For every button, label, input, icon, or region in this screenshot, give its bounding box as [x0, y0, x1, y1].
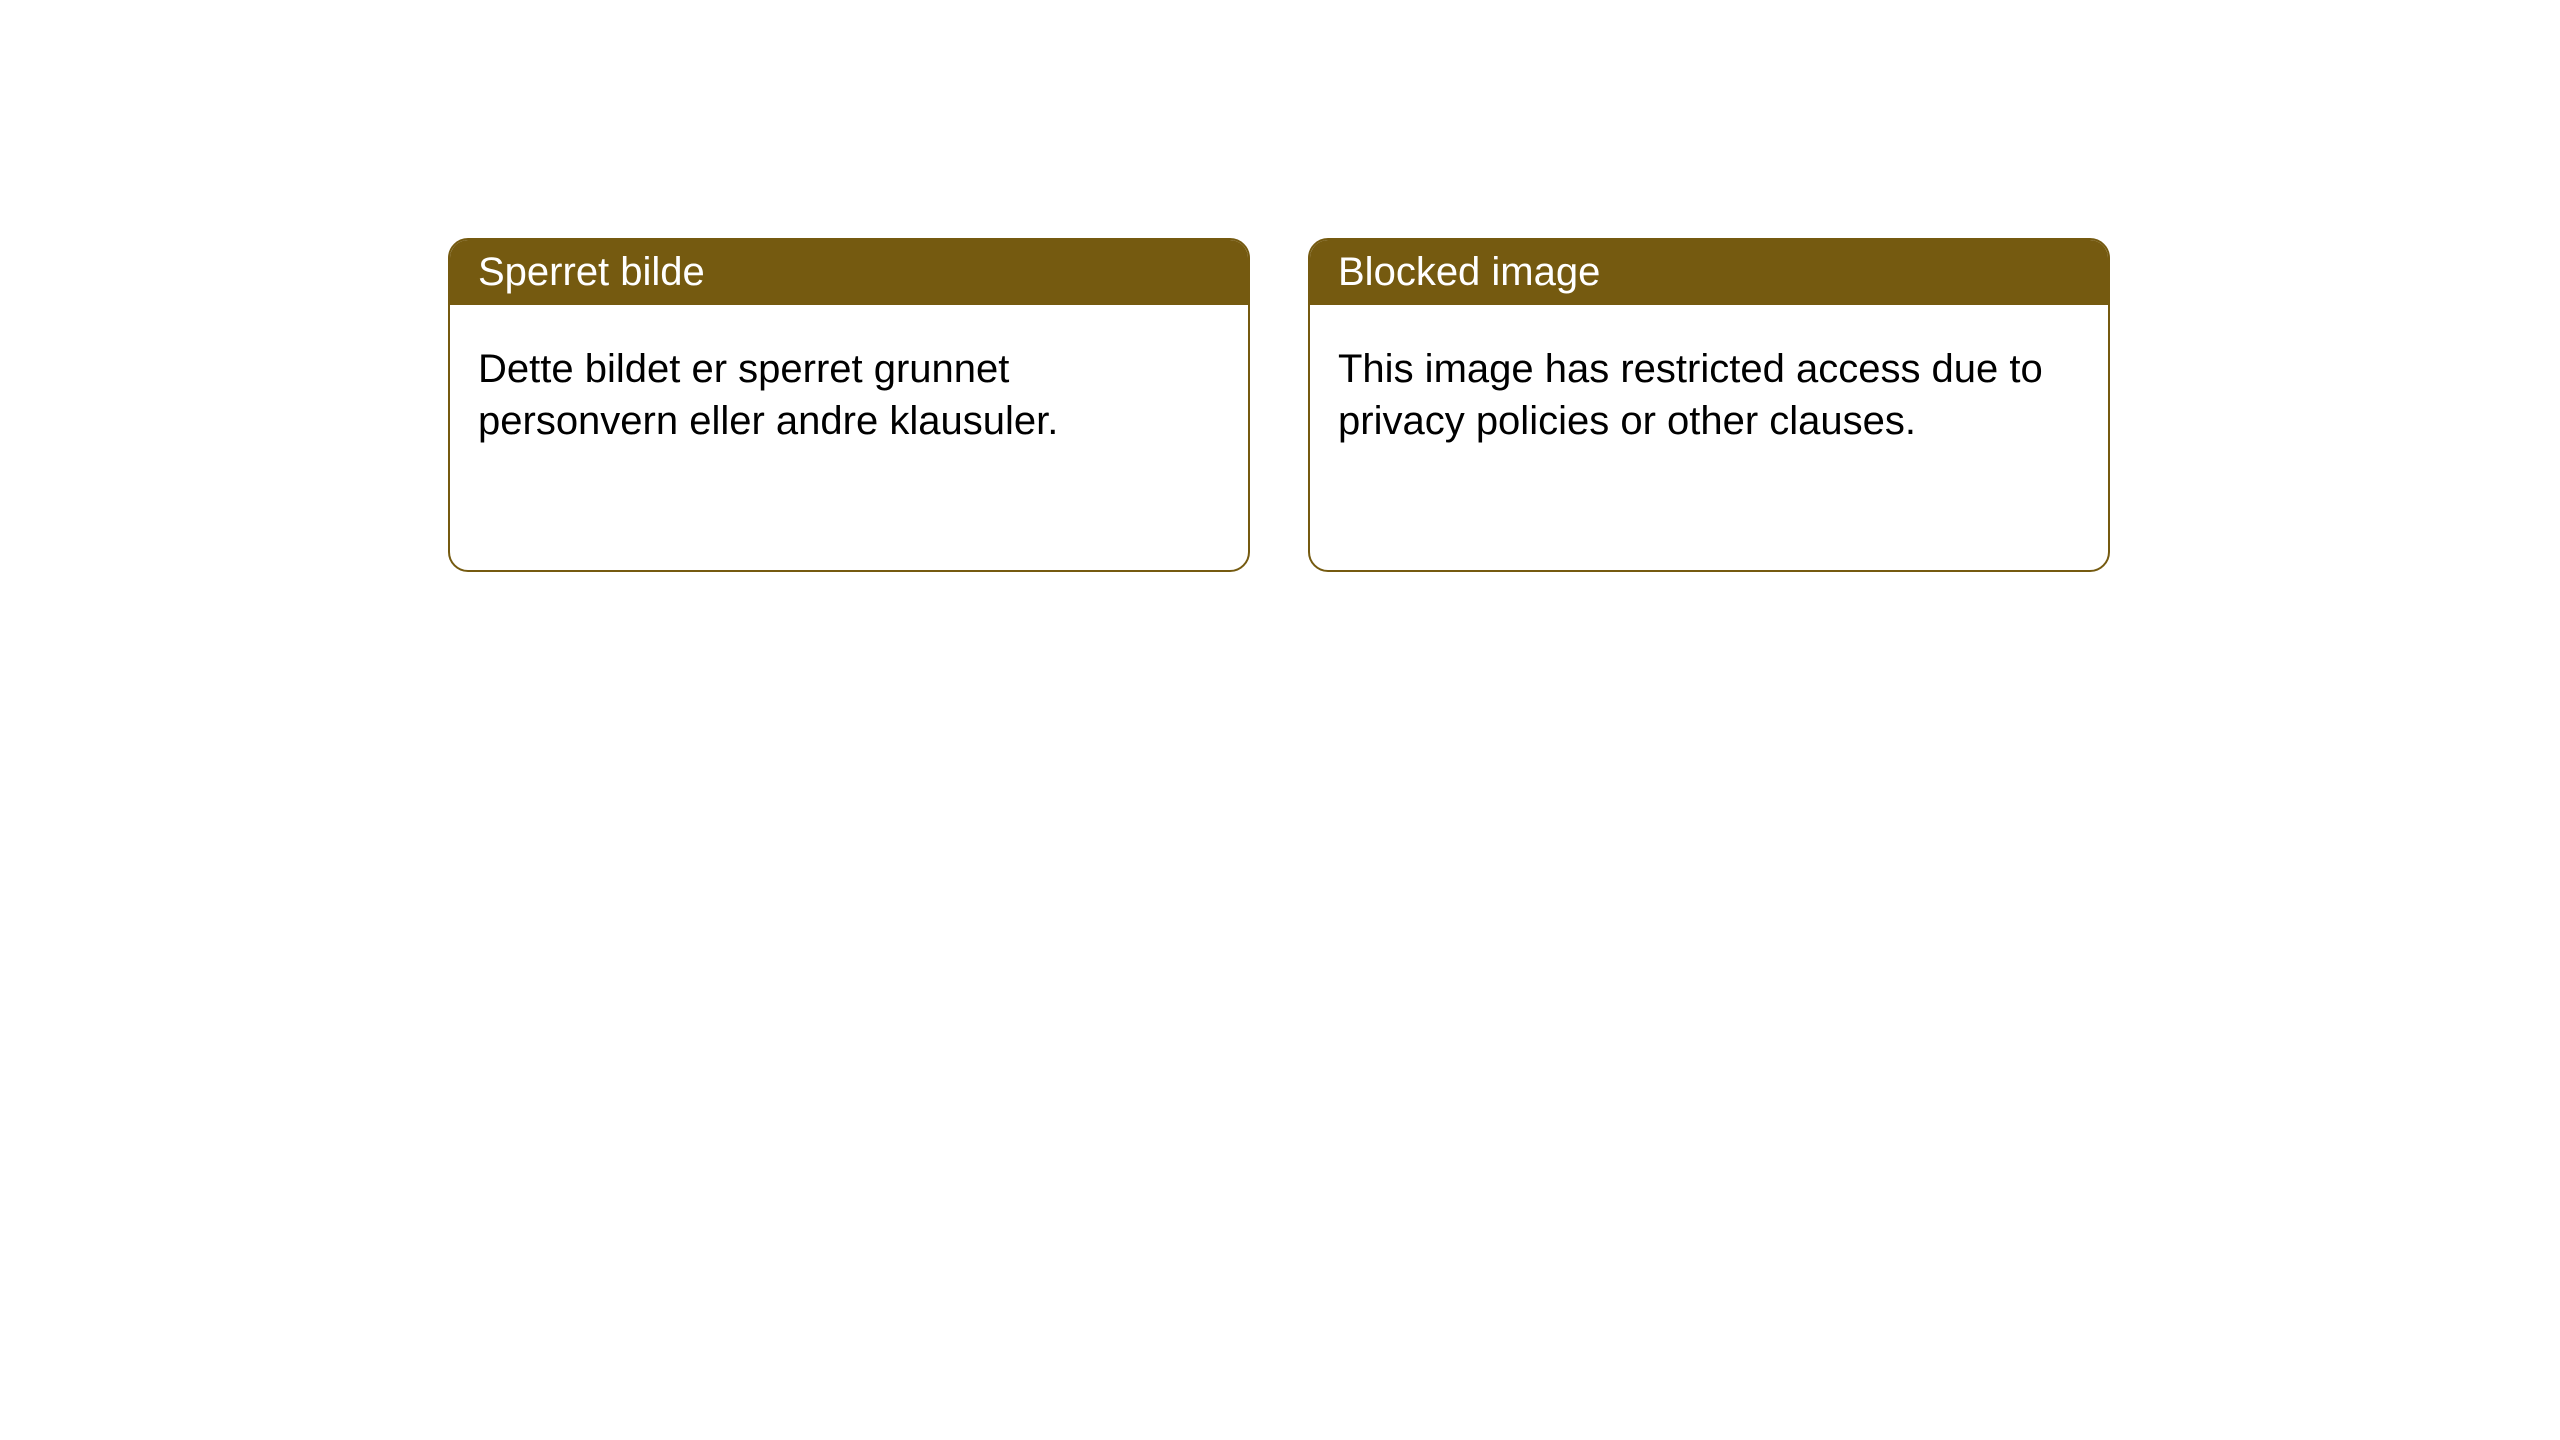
card-body-text: Dette bildet er sperret grunnet personve… [478, 347, 1058, 443]
blocked-image-card-no: Sperret bilde Dette bildet er sperret gr… [448, 238, 1250, 572]
blocked-image-card-en: Blocked image This image has restricted … [1308, 238, 2110, 572]
card-header: Blocked image [1310, 240, 2108, 305]
card-body: This image has restricted access due to … [1310, 305, 2108, 485]
card-title: Sperret bilde [478, 250, 705, 294]
card-body-text: This image has restricted access due to … [1338, 347, 2043, 443]
notice-container: Sperret bilde Dette bildet er sperret gr… [0, 0, 2560, 572]
card-title: Blocked image [1338, 250, 1600, 294]
card-header: Sperret bilde [450, 240, 1248, 305]
card-body: Dette bildet er sperret grunnet personve… [450, 305, 1248, 485]
